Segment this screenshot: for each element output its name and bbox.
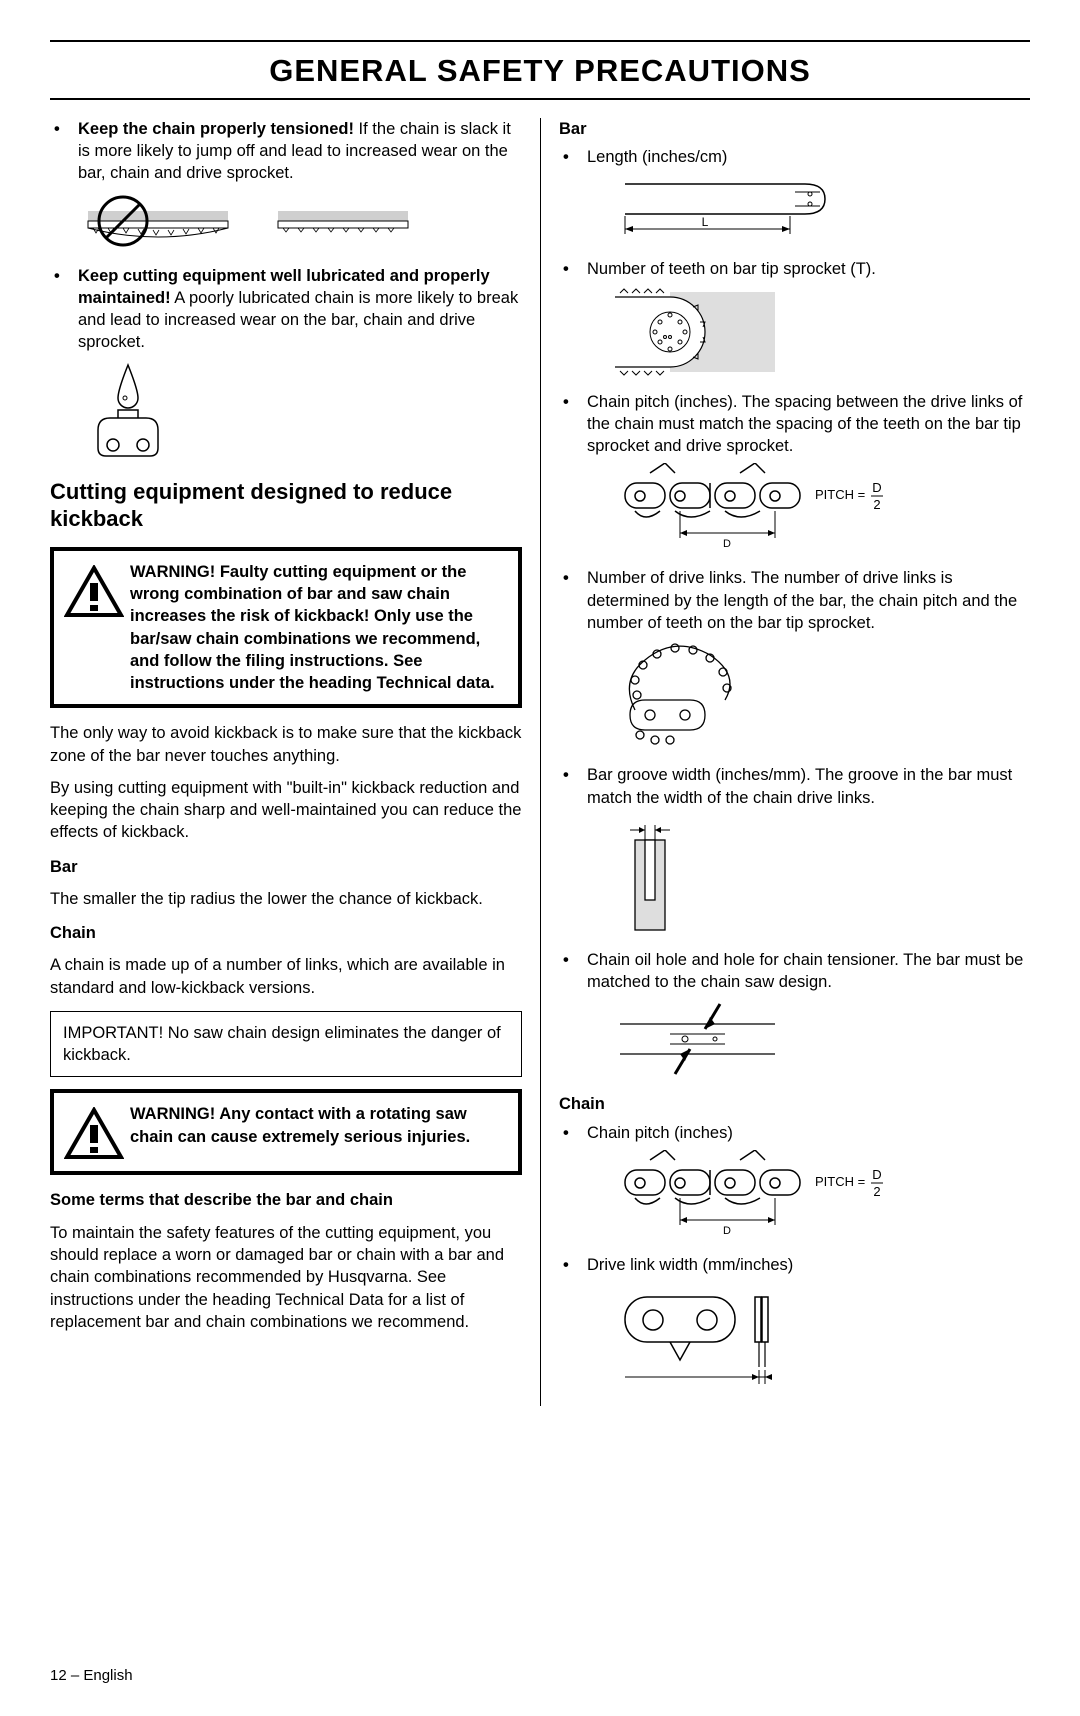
- left-column: Keep the chain properly tensioned! If th…: [50, 118, 540, 1406]
- important-text: IMPORTANT! No saw chain design eliminate…: [63, 1024, 501, 1064]
- top-rule: [50, 40, 1030, 42]
- right-bar-bullets: Length (inches/cm) L: [559, 146, 1030, 1079]
- bullet-chain-pitch: Chain pitch (inches): [559, 1122, 1030, 1240]
- bullet-lubricate: Keep cutting equipment well lubricated a…: [50, 265, 522, 460]
- svg-text:D: D: [723, 538, 731, 550]
- bullet-tension-lead: Keep the chain properly tensioned!: [78, 120, 354, 138]
- svg-text:PITCH =: PITCH =: [815, 487, 865, 502]
- figure-slack-chain: [78, 191, 522, 251]
- important-box: IMPORTANT! No saw chain design eliminate…: [50, 1011, 522, 1078]
- bullet-drive-links-text: Number of drive links. The number of dri…: [587, 569, 1017, 632]
- bullet-length-text: Length (inches/cm): [587, 148, 727, 166]
- warning-2-text: WARNING! Any contact with a rotating saw…: [130, 1103, 508, 1148]
- subhead-bar-left: Bar: [50, 856, 522, 878]
- page-footer: 12 – English: [50, 1666, 1030, 1686]
- bullet-drive-link-width: Drive link width (mm/inches): [559, 1254, 1030, 1392]
- bullet-drive-link-width-text: Drive link width (mm/inches): [587, 1256, 793, 1274]
- bullet-oil-hole: Chain oil hole and hole for chain tensio…: [559, 949, 1030, 1080]
- chain-left-text: A chain is made up of a number of links,…: [50, 954, 522, 999]
- figure-tip-sprocket: [615, 287, 1030, 377]
- bullet-teeth: Number of teeth on bar tip sprocket (T).: [559, 258, 1030, 376]
- subhead-chain-left: Chain: [50, 922, 522, 944]
- para-kickback-2: By using cutting equipment with "built-i…: [50, 777, 522, 844]
- warning-1-text: WARNING! Faulty cutting equipment or the…: [130, 561, 508, 695]
- svg-text:D: D: [723, 1225, 731, 1237]
- warning-triangle-icon: [64, 561, 130, 619]
- bullet-teeth-text: Number of teeth on bar tip sprocket (T).: [587, 260, 876, 278]
- figure-oil-drop: [78, 360, 522, 460]
- under-title-rule: [50, 98, 1030, 100]
- subhead-terms: Some terms that describe the bar and cha…: [50, 1189, 522, 1211]
- figure-chain-pitch-2: D PITCH = D 2: [615, 1150, 1030, 1240]
- bullet-drive-links: Number of drive links. The number of dri…: [559, 567, 1030, 750]
- bullet-length: Length (inches/cm) L: [559, 146, 1030, 244]
- bullet-oil-hole-text: Chain oil hole and hole for chain tensio…: [587, 951, 1023, 991]
- figure-drive-link-width: [615, 1282, 1030, 1392]
- svg-text:2: 2: [873, 497, 880, 512]
- bullet-pitch-text: Chain pitch (inches). The spacing betwee…: [587, 393, 1022, 456]
- svg-text:D: D: [872, 480, 881, 495]
- bar-left-text: The smaller the tip radius the lower the…: [50, 888, 522, 910]
- figure-groove-width: [615, 815, 1030, 935]
- right-column: Bar Length (inches/cm): [540, 118, 1030, 1406]
- two-column-layout: Keep the chain properly tensioned! If th…: [50, 118, 1030, 1406]
- warning-box-1: WARNING! Faulty cutting equipment or the…: [50, 547, 522, 709]
- left-bullet-list: Keep the chain properly tensioned! If th…: [50, 118, 522, 460]
- para-kickback-1: The only way to avoid kickback is to mak…: [50, 722, 522, 767]
- svg-text:PITCH =: PITCH =: [815, 1174, 865, 1189]
- terms-text: To maintain the safety features of the c…: [50, 1222, 522, 1333]
- warning-box-2: WARNING! Any contact with a rotating saw…: [50, 1089, 522, 1175]
- bullet-tension: Keep the chain properly tensioned! If th…: [50, 118, 522, 251]
- figure-chain-pitch: D PITCH = D 2: [615, 463, 1030, 553]
- subhead-chain-right: Chain: [559, 1093, 1030, 1115]
- svg-text:2: 2: [873, 1184, 880, 1199]
- section-kickback-title: Cutting equipment designed to reduce kic…: [50, 478, 522, 533]
- bullet-chain-pitch-text: Chain pitch (inches): [587, 1124, 733, 1142]
- bullet-groove-width: Bar groove width (inches/mm). The groove…: [559, 764, 1030, 935]
- figure-bar-length: L: [615, 174, 1030, 244]
- bullet-groove-width-text: Bar groove width (inches/mm). The groove…: [587, 766, 1012, 806]
- page-title: GENERAL SAFETY PRECAUTIONS: [50, 50, 1030, 92]
- svg-text:D: D: [872, 1167, 881, 1182]
- figure-oil-hole: [615, 999, 1030, 1079]
- right-chain-bullets: Chain pitch (inches): [559, 1122, 1030, 1393]
- figure-drive-links: [615, 640, 1030, 750]
- subhead-bar-right: Bar: [559, 118, 1030, 140]
- dim-L-label: L: [702, 215, 709, 229]
- bullet-pitch: Chain pitch (inches). The spacing betwee…: [559, 391, 1030, 554]
- warning-triangle-icon-2: [64, 1103, 130, 1161]
